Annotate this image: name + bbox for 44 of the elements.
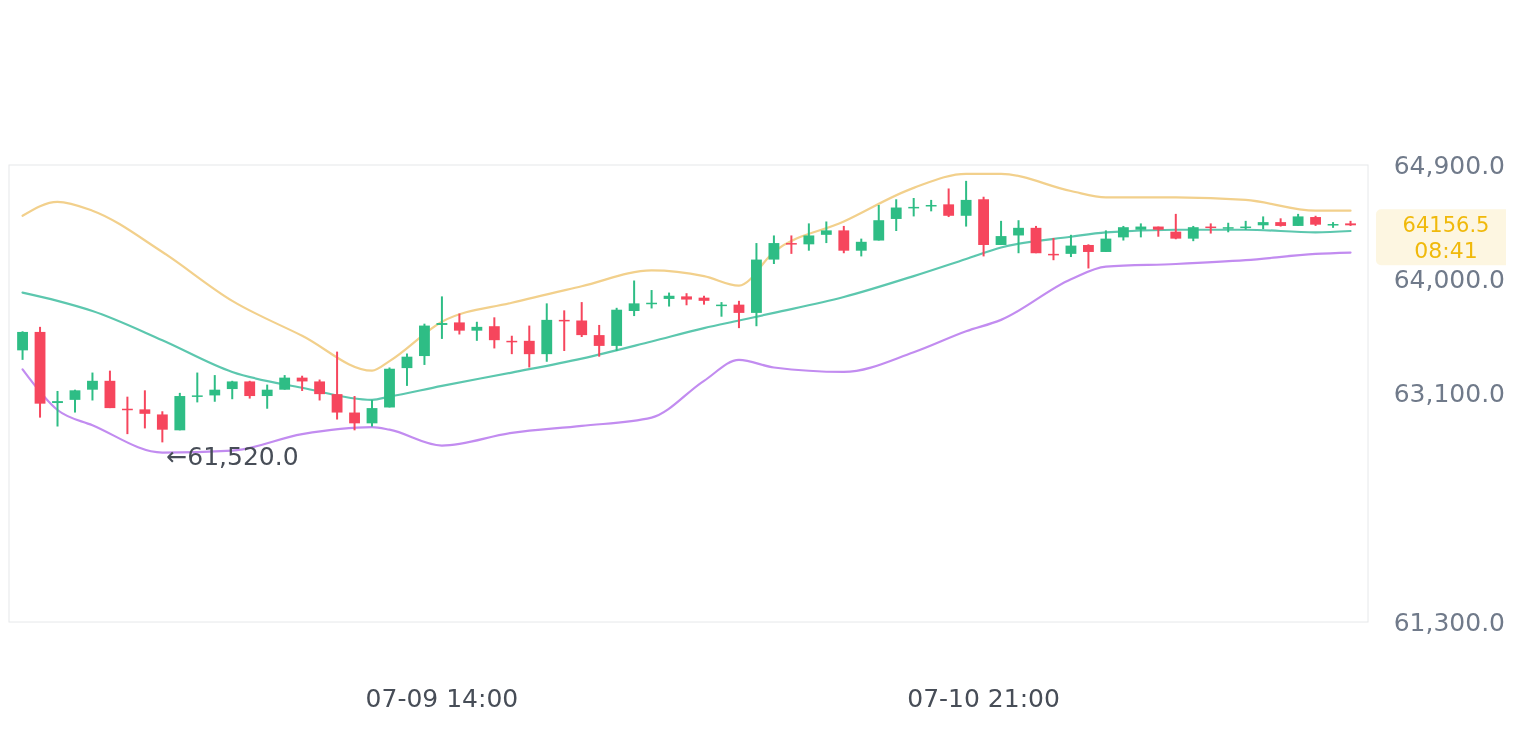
candlestick xyxy=(593,323,605,358)
candlestick xyxy=(436,295,448,340)
candlestick xyxy=(349,395,360,432)
candlestick xyxy=(17,330,28,361)
candlestick xyxy=(1013,219,1024,255)
candlestick xyxy=(52,389,63,428)
candlestick xyxy=(803,222,815,252)
candlestick xyxy=(261,383,273,410)
text: 08:41 xyxy=(1414,238,1478,263)
candlestick xyxy=(366,398,378,428)
candlestick xyxy=(838,224,850,255)
candlestick xyxy=(453,312,465,336)
text: 64156.5 xyxy=(1402,212,1490,237)
candlestick xyxy=(873,203,885,242)
y-tick-label: 61,300.0 xyxy=(1393,607,1505,637)
candlestick xyxy=(331,350,343,421)
candlestick xyxy=(576,301,588,339)
candlestick xyxy=(87,371,98,402)
candlestick xyxy=(943,187,955,219)
y-tick-label: 63,100.0 xyxy=(1393,379,1505,409)
candlestick xyxy=(156,410,168,444)
candlestick xyxy=(139,389,151,430)
candlestick xyxy=(733,299,745,330)
candlestick xyxy=(890,198,902,233)
y-tick-label: 64,000.0 xyxy=(1393,265,1505,294)
candlestick xyxy=(191,371,203,404)
candlestick xyxy=(995,219,1007,246)
candlestick xyxy=(1065,233,1077,259)
candlestick xyxy=(960,179,972,228)
candlestick xyxy=(1083,243,1094,270)
candlestick xyxy=(471,320,483,342)
candlestick xyxy=(1170,212,1182,241)
y-tick-label: 64,900.0 xyxy=(1393,150,1505,180)
candlestick xyxy=(523,324,535,369)
candlestick xyxy=(314,378,326,402)
x-tick-label: 07-09 14:00 xyxy=(365,683,519,713)
x-tick-label: 07-10 21:00 xyxy=(907,683,1060,713)
candlestick xyxy=(488,316,500,350)
annotation: ←61,520.0 xyxy=(166,442,299,472)
candlestick xyxy=(785,234,797,255)
candlestick xyxy=(1100,229,1112,253)
candlestick xyxy=(820,220,832,245)
candlestick xyxy=(768,234,780,266)
candlestick xyxy=(628,279,640,318)
